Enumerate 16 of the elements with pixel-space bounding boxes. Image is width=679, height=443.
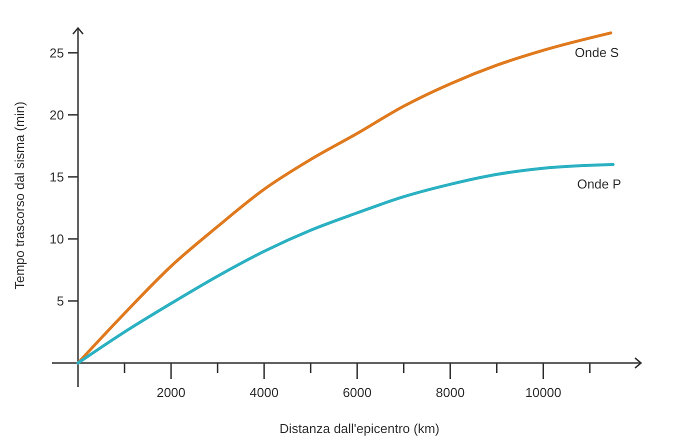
y-tick-label: 5 (56, 294, 64, 309)
line-series (76, 162, 615, 364)
series-label: Onde S (574, 44, 620, 60)
x-tick-label: 10000 (525, 385, 562, 400)
x-tick-label: 8000 (436, 385, 465, 400)
x-axis-title: Distanza dall'epicentro (km) (280, 421, 440, 436)
y-tick-label: 15 (50, 169, 64, 184)
y-axis-title: Tempo trascorso dal sisma (min) (12, 102, 27, 290)
y-tick-label: 10 (50, 231, 64, 246)
y-tick-label: 20 (50, 107, 64, 122)
x-tick-label: 2000 (156, 385, 186, 400)
x-tick-label: 6000 (342, 385, 372, 400)
series-label: Onde P (577, 176, 622, 192)
y-tick-label: 25 (50, 45, 64, 60)
line-series (76, 31, 612, 364)
x-tick-label: 4000 (250, 385, 279, 400)
